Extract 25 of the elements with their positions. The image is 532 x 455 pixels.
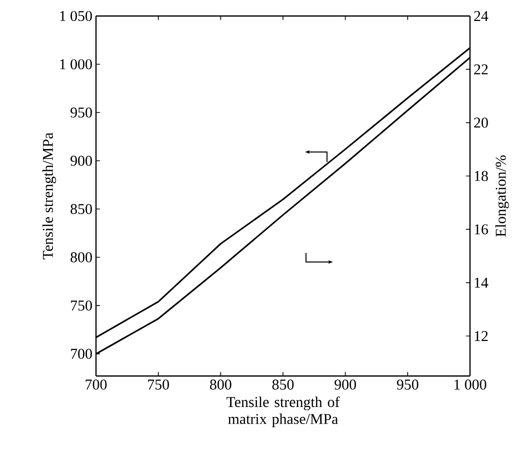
- x-tick-label: 700: [86, 380, 107, 390]
- x-axis-title: Tensile strength of matrix phase/MPa: [226, 396, 340, 428]
- y-axis-title: Tensile strength/MPa: [42, 132, 56, 260]
- x-tick-label: 800: [210, 380, 232, 390]
- y2-tick-label: 18: [474, 170, 488, 182]
- y-tick-label: 950: [70, 107, 92, 118]
- y2-tick-label: 24: [474, 11, 488, 21]
- x-tick-label: 750: [148, 380, 169, 390]
- x-tick-label: 850: [272, 380, 294, 390]
- x-tick-label: 900: [334, 380, 356, 390]
- y2-tick-label: 16: [474, 224, 488, 234]
- y-tick-label: 800: [70, 252, 92, 262]
- y-tick-label: 850: [70, 204, 92, 214]
- y-tick-label: 1 050: [60, 10, 92, 22]
- y-tick-label: 900: [70, 156, 92, 166]
- y2-tick-label: 14: [474, 278, 488, 288]
- y2-tick-label: 20: [474, 118, 488, 128]
- y2-axis-title: Elongation/%: [495, 155, 509, 237]
- y2-tick-label: 12: [474, 331, 488, 341]
- y-tick-label: 1 000: [60, 59, 92, 70]
- y-tick-label: 750: [71, 300, 92, 311]
- y-tick-label: 700: [71, 348, 92, 359]
- x-tick-label: 1 000: [454, 380, 486, 390]
- y2-tick-label: 22: [474, 64, 488, 74]
- x-tick-label: 950: [396, 380, 418, 390]
